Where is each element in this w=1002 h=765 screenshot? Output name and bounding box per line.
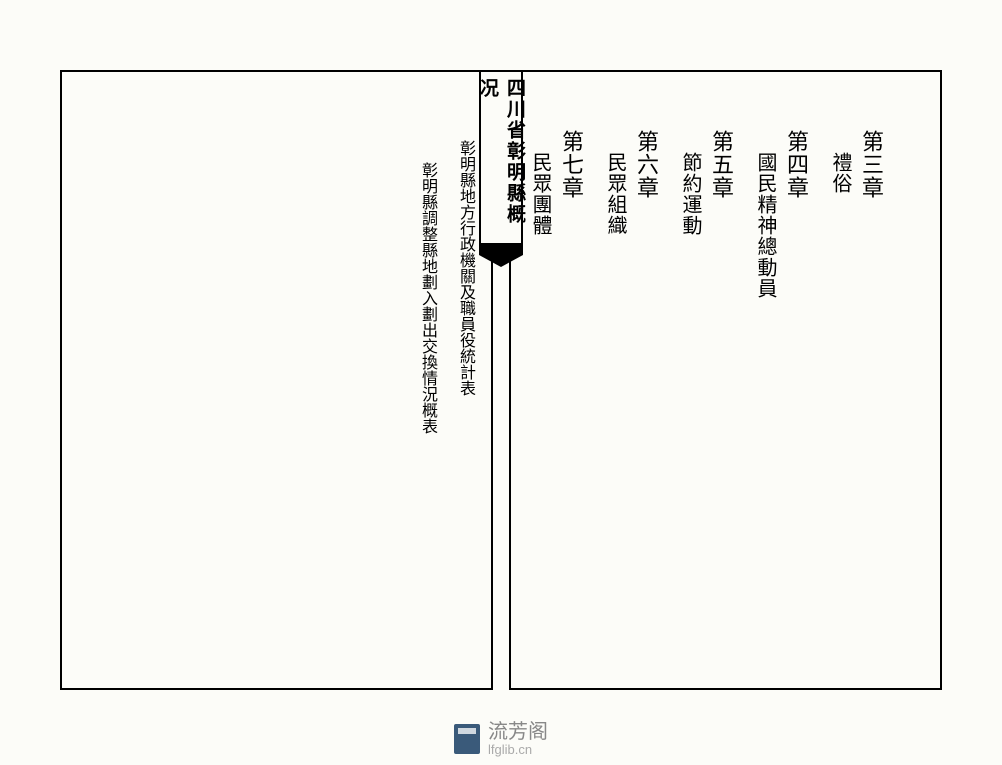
spine-pennant-icon — [479, 243, 523, 267]
chapter-column: 第六章 民眾組織 — [601, 130, 662, 610]
spine-title: 四川省彰明縣概况 — [474, 78, 528, 243]
chapter-label: 第七章 — [555, 130, 587, 610]
chapter-label: 第三章 — [855, 130, 887, 610]
chapter-column: 第四章 國民精神總動員 — [751, 130, 812, 610]
appendix-line: 彰明縣調整縣地劃入劃出交換情況概表 — [415, 162, 439, 610]
book-icon — [454, 724, 480, 754]
watermark-text-group: 流芳阁 lfglib.cn — [488, 721, 548, 757]
book-spread: 四川省彰明縣概况 第三章 禮俗 第四章 國民精神總動員 第五章 節約運動 — [0, 0, 1002, 765]
chapter-title: 民眾團體 — [526, 152, 555, 610]
chapter-label: 第五章 — [705, 130, 737, 610]
chapter-column: 第三章 禮俗 — [826, 130, 887, 610]
chapter-title: 禮俗 — [826, 152, 855, 610]
watermark-url: lfglib.cn — [488, 743, 548, 757]
chapter-column: 第五章 節約運動 — [676, 130, 737, 610]
watermark: 流芳阁 lfglib.cn — [454, 721, 548, 757]
chapter-title: 民眾組織 — [601, 152, 630, 610]
chapter-label: 第六章 — [630, 130, 662, 610]
chapter-title: 節約運動 — [676, 152, 705, 610]
right-page: 第三章 禮俗 第四章 國民精神總動員 第五章 節約運動 第六章 民眾組織 第七章… — [501, 0, 1002, 765]
chapter-label: 第四章 — [780, 130, 812, 610]
chapter-column: 第七章 民眾團體 — [526, 130, 587, 610]
spine-title-box: 四川省彰明縣概况 — [479, 70, 523, 245]
watermark-title: 流芳阁 — [488, 721, 548, 743]
appendix-column: 彰明縣調整縣地劃入劃出交換情況概表 — [415, 130, 439, 610]
chapter-title: 國民精神總動員 — [751, 152, 780, 610]
